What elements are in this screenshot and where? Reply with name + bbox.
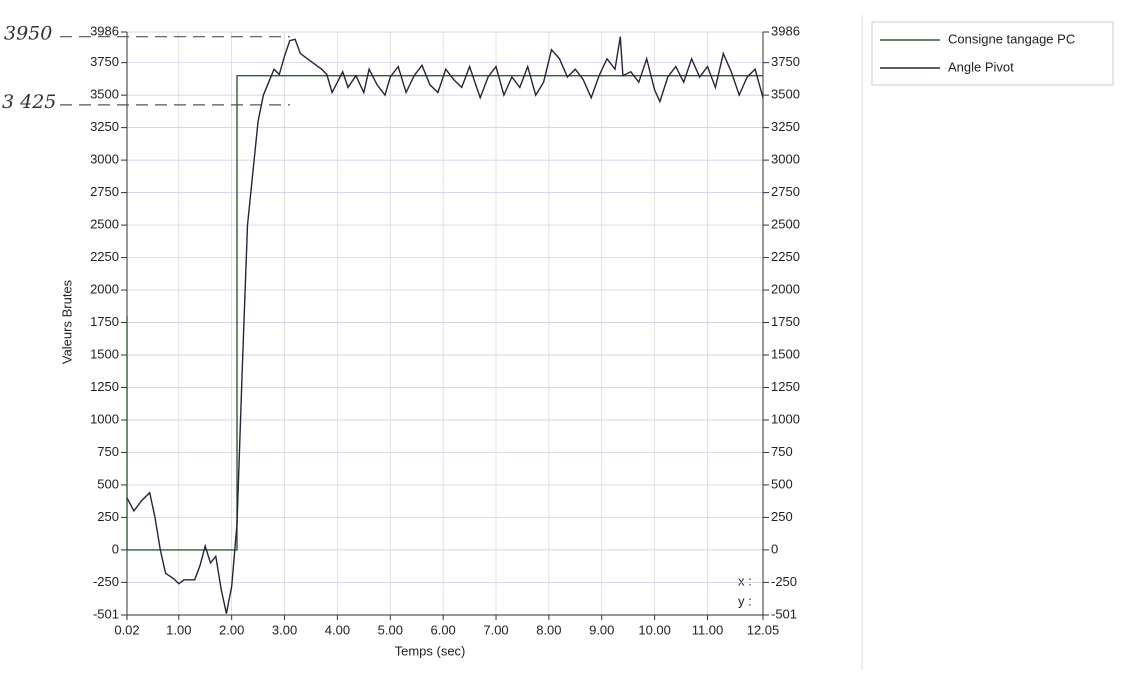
y-tick-label: 0	[112, 541, 119, 556]
y2-tick-label: 3500	[771, 87, 800, 102]
y2-tick-label: 3750	[771, 54, 800, 69]
legend-box	[871, 21, 1114, 86]
cursor-x-label: x :	[738, 573, 752, 588]
y2-tick-label: 3000	[771, 152, 800, 167]
y2-tick-label: 3250	[771, 119, 800, 134]
line-series	[126, 36, 764, 614]
y2-tick-label: 500	[771, 476, 793, 491]
y-tick-label: 500	[97, 476, 119, 491]
y-tick-label: 2750	[90, 184, 119, 199]
y-tick-label: 3250	[90, 119, 119, 134]
y2-tick-label: 0	[771, 541, 778, 556]
x-tick-label: 0.02	[114, 622, 139, 637]
y-tick-label: -250	[93, 574, 119, 589]
y2-tick-label: 1750	[771, 314, 800, 329]
y2-tick-label: -250	[771, 574, 797, 589]
y2-tick-label: 1250	[771, 379, 800, 394]
y-tick-label: 2500	[90, 217, 119, 232]
x-tick-label: 11.00	[692, 622, 724, 637]
y2-tick-label: -501	[771, 606, 797, 621]
y2-tick-label: 2250	[771, 249, 800, 264]
y2-tick-label: 2000	[771, 281, 800, 296]
y-tick-label: 3500	[90, 87, 119, 102]
y-tick-label: 1500	[90, 346, 119, 361]
y-tick-label: 750	[97, 444, 119, 459]
x-tick-label: 12.05	[747, 622, 780, 637]
line-series	[126, 75, 763, 551]
annotation: 3 425	[2, 91, 56, 113]
y2-tick-label: 750	[771, 444, 793, 459]
y-tick-label: 2250	[90, 249, 119, 264]
y-tick-label: 1750	[90, 314, 119, 329]
cursor-y-label: y :	[738, 593, 752, 608]
x-tick-label: 2.00	[219, 622, 244, 637]
annotation: 3950	[4, 23, 52, 45]
y-tick-label: 3000	[90, 152, 119, 167]
y-tick-label: 1000	[90, 411, 119, 426]
y-tick-label: -501	[93, 606, 119, 621]
x-tick-label: 7.00	[483, 622, 508, 637]
y-tick-label: 3986	[90, 23, 119, 38]
x-tick-label: 8.00	[536, 622, 561, 637]
y2-tick-label: 2750	[771, 184, 800, 199]
y2-tick-label: 2500	[771, 217, 800, 232]
y-tick-label: 1250	[90, 379, 119, 394]
legend-label: Consigne tangage PC	[948, 31, 1075, 46]
y2-tick-label: 250	[771, 509, 793, 524]
y2-tick-label: 1500	[771, 346, 800, 361]
y-tick-label: 250	[97, 509, 119, 524]
legend-label: Angle Pivot	[948, 59, 1014, 74]
y2-tick-label: 3986	[771, 23, 800, 38]
y2-tick-label: 1000	[771, 411, 800, 426]
x-tick-label: 10.00	[638, 622, 671, 637]
x-tick-label: 9.00	[589, 622, 614, 637]
x-tick-label: 5.00	[378, 622, 403, 637]
y-tick-label: 2000	[90, 281, 119, 296]
x-axis-label: Temps (sec)	[395, 643, 466, 658]
x-tick-label: 1.00	[166, 622, 191, 637]
y-tick-label: 3750	[90, 54, 119, 69]
y-axis-label: Valeurs Brutes	[59, 279, 74, 364]
x-tick-label: 3.00	[272, 622, 297, 637]
x-tick-label: 6.00	[430, 622, 455, 637]
x-tick-label: 4.00	[325, 622, 350, 637]
